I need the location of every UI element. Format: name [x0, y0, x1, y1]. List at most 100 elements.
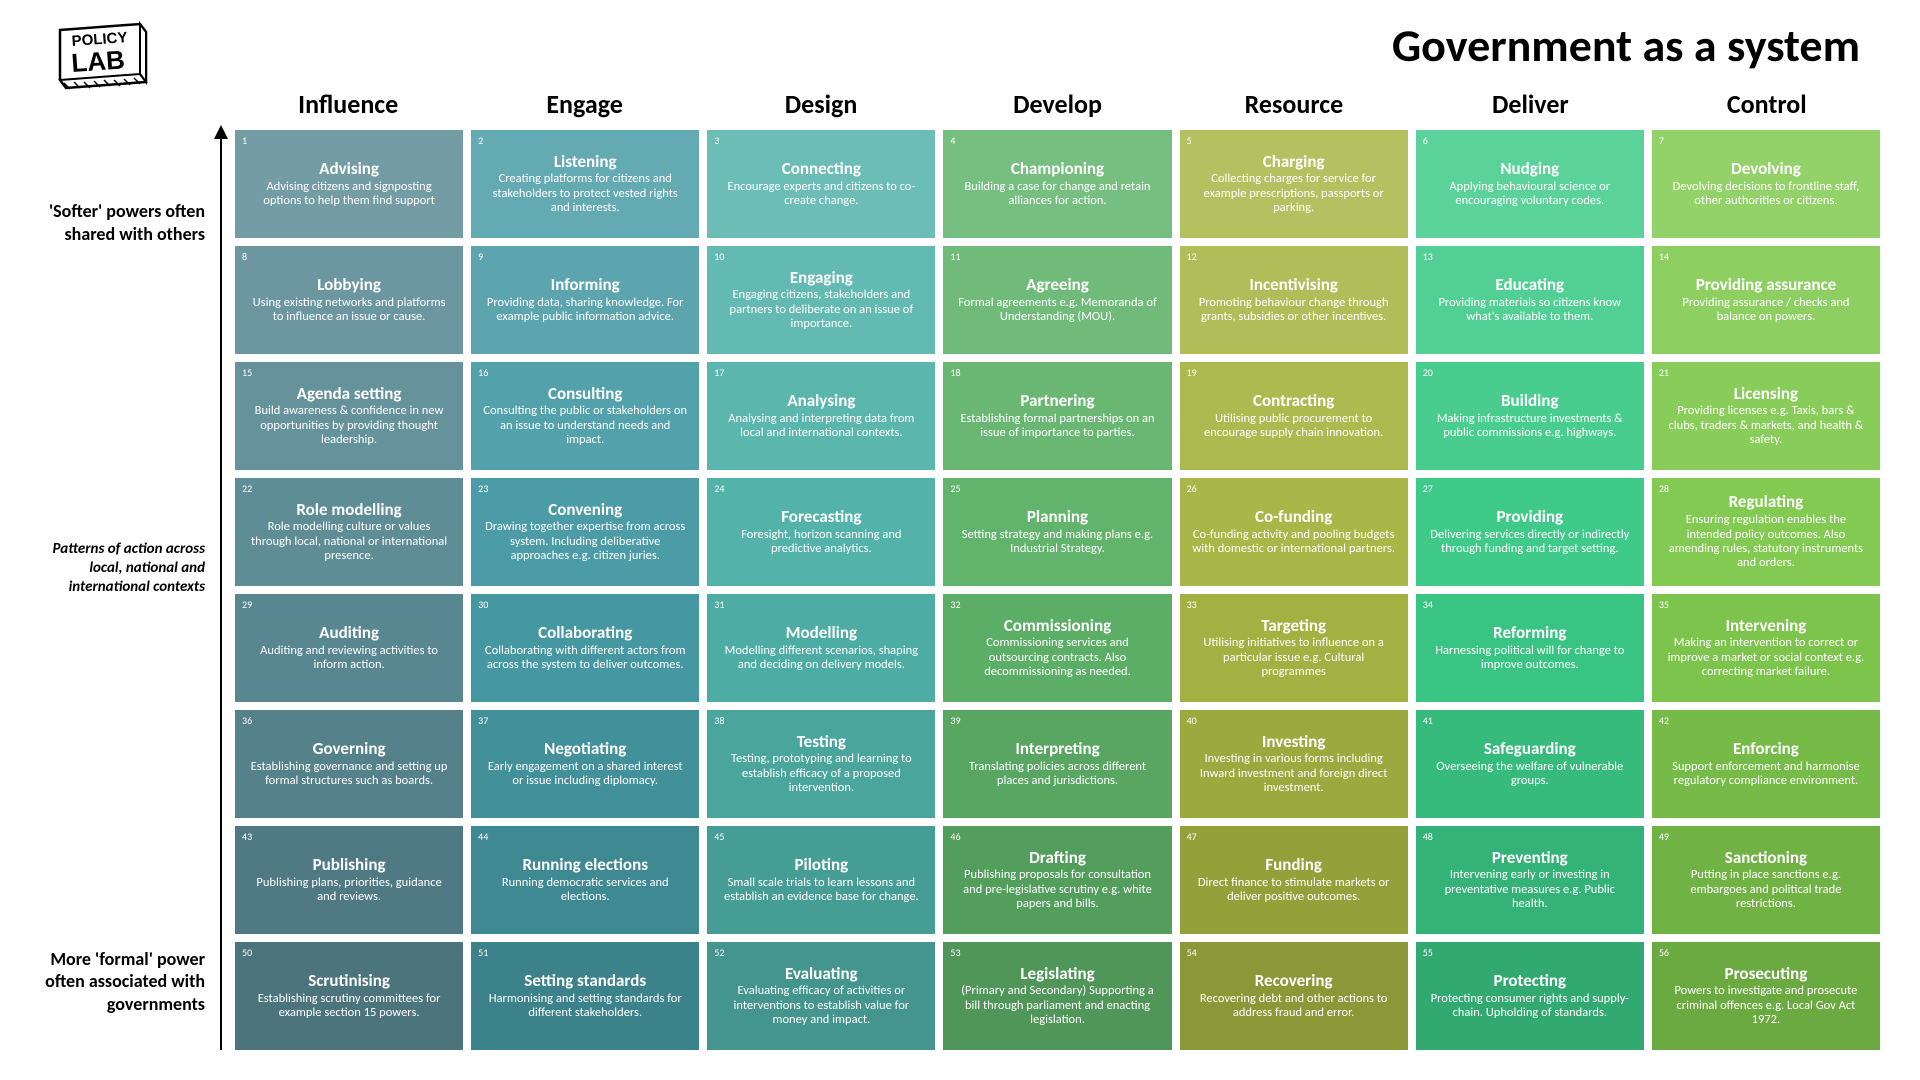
cell-description: Making an intervention to correct or imp… [1664, 636, 1868, 679]
cell-title: Setting standards [524, 972, 646, 990]
cell-number: 10 [714, 250, 724, 263]
cell-number: 44 [478, 830, 488, 843]
grid-cell: 22Role modellingRole modelling culture o… [235, 478, 463, 586]
cell-number: 21 [1659, 366, 1669, 379]
cell-number: 16 [478, 366, 488, 379]
cell-description: Promoting behaviour change through grant… [1192, 296, 1396, 325]
cell-number: 5 [1187, 134, 1192, 147]
column-header: Resource [1181, 88, 1407, 120]
cell-title: Advising [319, 160, 379, 178]
grid-cell: 46DraftingPublishing proposals for consu… [943, 826, 1171, 934]
grid-cell: 26Co-fundingCo-funding activity and pool… [1180, 478, 1408, 586]
cell-description: Foresight, horizon scanning and predicti… [719, 528, 923, 557]
cell-description: Setting strategy and making plans e.g. I… [955, 528, 1159, 557]
cell-number: 39 [950, 714, 960, 727]
axis-label-formal: More 'formal' power often associated wit… [40, 948, 205, 1016]
cell-title: Funding [1265, 856, 1322, 874]
cell-number: 28 [1659, 482, 1669, 495]
cell-number: 47 [1187, 830, 1197, 843]
cell-description: Creating platforms for citizens and stak… [483, 172, 687, 215]
cell-title: Charging [1263, 153, 1325, 171]
cell-title: Legislating [1020, 965, 1094, 983]
cell-description: Investing in various forms including Inw… [1192, 752, 1396, 795]
cell-description: Collaborating with different actors from… [483, 644, 687, 673]
cell-description: Building a case for change and retain al… [955, 180, 1159, 209]
cell-number: 12 [1187, 250, 1197, 263]
cell-description: Build awareness & confidence in new oppo… [247, 404, 451, 447]
cell-number: 46 [950, 830, 960, 843]
cell-title: Forecasting [781, 508, 861, 526]
grid-cell: 55ProtectingProtecting consumer rights a… [1416, 942, 1644, 1050]
cell-description: Publishing plans, priorities, guidance a… [247, 876, 451, 905]
cell-title: Auditing [319, 624, 379, 642]
cell-title: Safeguarding [1484, 740, 1576, 758]
grid-cell: 37NegotiatingEarly engagement on a share… [471, 710, 699, 818]
cell-title: Modelling [786, 624, 857, 642]
cell-title: Devolving [1731, 160, 1801, 178]
cell-title: Running elections [522, 856, 648, 874]
cell-description: Publishing proposals for consultation an… [955, 868, 1159, 911]
cell-number: 24 [714, 482, 724, 495]
cell-number: 38 [714, 714, 724, 727]
cell-number: 15 [242, 366, 252, 379]
cell-description: Using existing networks and platforms to… [247, 296, 451, 325]
cell-description: Establishing scrutiny committees for exa… [247, 992, 451, 1021]
cell-number: 9 [478, 250, 483, 263]
cell-description: Modelling different scenarios, shaping a… [719, 644, 923, 673]
cell-description: Intervening early or investing in preven… [1428, 868, 1632, 911]
cell-title: Analysing [787, 392, 855, 410]
cell-description: Harnessing political will for change to … [1428, 644, 1632, 673]
grid-cell: 49SanctioningPutting in place sanctions … [1652, 826, 1880, 934]
cell-number: 51 [478, 946, 488, 959]
cell-title: Interpreting [1015, 740, 1099, 758]
cell-title: Sanctioning [1725, 849, 1807, 867]
cell-title: Planning [1027, 508, 1088, 526]
cell-title: Role modelling [296, 501, 401, 519]
cell-number: 27 [1423, 482, 1433, 495]
cell-number: 42 [1659, 714, 1669, 727]
grid-cell: 20BuildingMaking infrastructure investme… [1416, 362, 1644, 470]
cell-description: Collecting charges for service for examp… [1192, 172, 1396, 215]
grid-cell: 52EvaluatingEvaluating efficacy of activ… [707, 942, 935, 1050]
cell-number: 41 [1423, 714, 1433, 727]
grid-cell: 48PreventingIntervening early or investi… [1416, 826, 1644, 934]
cell-number: 2 [478, 134, 483, 147]
grid-cell: 18PartneringEstablishing formal partners… [943, 362, 1171, 470]
cell-title: Agreeing [1026, 276, 1089, 294]
cell-description: Ensuring regulation enables the intended… [1664, 513, 1868, 571]
cell-title: Regulating [1729, 493, 1804, 511]
grid-cell: 29AuditingAuditing and reviewing activit… [235, 594, 463, 702]
cell-description: Drawing together expertise from across s… [483, 520, 687, 563]
grid-cell: 13EducatingProviding materials so citize… [1416, 246, 1644, 354]
grid-cell: 38TestingTesting, prototyping and learni… [707, 710, 935, 818]
cell-number: 45 [714, 830, 724, 843]
cell-title: Contracting [1253, 392, 1334, 410]
cell-description: Utilising initiatives to influence on a … [1192, 636, 1396, 679]
column-header: Design [708, 88, 934, 120]
svg-text:LAB: LAB [70, 44, 125, 78]
grid-cell: 16ConsultingConsulting the public or sta… [471, 362, 699, 470]
grid-cell: 39InterpretingTranslating policies acros… [943, 710, 1171, 818]
grid-cell: 25PlanningSetting strategy and making pl… [943, 478, 1171, 586]
cell-number: 3 [714, 134, 719, 147]
cell-number: 31 [714, 598, 724, 611]
cell-title: Recovering [1255, 972, 1333, 990]
cell-title: Negotiating [544, 740, 626, 758]
cell-number: 35 [1659, 598, 1669, 611]
cell-title: Listening [554, 153, 617, 171]
cell-description: Encourage experts and citizens to co-cre… [719, 180, 923, 209]
axis-label-softer: 'Softer' powers often shared with others [40, 200, 205, 245]
grid-cell: 43PublishingPublishing plans, priorities… [235, 826, 463, 934]
cell-description: Advising citizens and signposting option… [247, 180, 451, 209]
cell-description: Delivering services directly or indirect… [1428, 528, 1632, 557]
cell-title: Nudging [1500, 160, 1559, 178]
grid-cell: 30CollaboratingCollaborating with differ… [471, 594, 699, 702]
cell-description: Establishing governance and setting up f… [247, 760, 451, 789]
cell-title: Investing [1262, 733, 1326, 751]
cell-description: Small scale trials to learn lessons and … [719, 876, 923, 905]
cell-title: Providing [1496, 508, 1563, 526]
cell-description: Providing licenses e.g. Taxis, bars & cl… [1664, 404, 1868, 447]
cell-title: Building [1501, 392, 1558, 410]
cell-number: 36 [242, 714, 252, 727]
cell-description: Protecting consumer rights and supply-ch… [1428, 992, 1632, 1021]
